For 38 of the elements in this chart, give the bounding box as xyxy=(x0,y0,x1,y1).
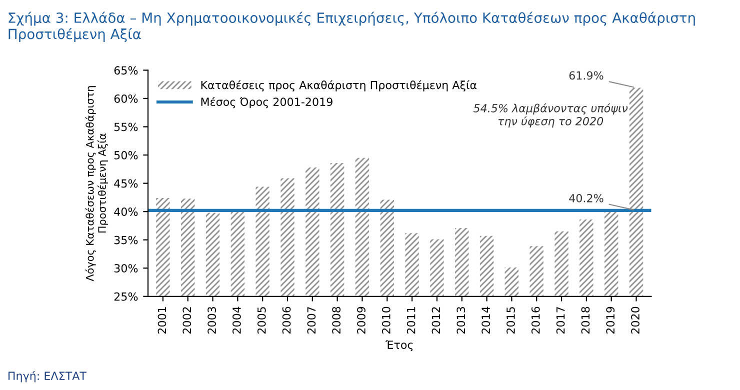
x-tick-label: 2007 xyxy=(307,307,316,334)
x-tick-label: 2019 xyxy=(606,306,615,334)
legend-label: Καταθέσεις προς Ακαθάριστη Προστιθέμενη Αξία xyxy=(201,80,477,92)
x-tick-label: 2001 xyxy=(158,307,166,334)
y-tick-label: 50% xyxy=(114,151,138,160)
annotation: 61.9% xyxy=(569,71,604,80)
y-tick-label: 65% xyxy=(114,66,138,75)
y-tick-label: 30% xyxy=(114,264,138,273)
y-tick-label: 40% xyxy=(114,208,138,216)
annotation: 54.5% λαμβάνοντας υπόψιν την ύφεση το 2020 xyxy=(473,103,628,128)
x-tick-label: 2018 xyxy=(581,306,590,334)
y-tick-label: 35% xyxy=(114,236,138,244)
x-tick-label: 2016 xyxy=(531,306,540,334)
x-tick-label: 2009 xyxy=(357,306,366,334)
x-tick-label: 2008 xyxy=(332,306,341,334)
x-tick-label: 2005 xyxy=(257,307,266,334)
chart-title: Σχήμα 3: Ελλάδα – Μη Χρηματοοικονομικές Επιχειρήσεις, Υπόλοιπο Καταθέσεων προς Ακαθάριστη Προστιθέμενη Αξία xyxy=(8,12,695,42)
x-tick-label: 2014 xyxy=(482,306,490,334)
legend-label: Μέσος Όρος 2001-2019 xyxy=(201,96,332,108)
x-tick-label: 2002 xyxy=(182,307,192,334)
x-tick-label: 2010 xyxy=(382,306,390,334)
y-tick-label: 55% xyxy=(114,122,138,132)
x-tick-label: 2020 xyxy=(631,306,640,334)
x-tick-label: 2006 xyxy=(282,306,291,334)
x-tick-label: 2015 xyxy=(506,307,515,334)
annotation: 40.2% xyxy=(569,194,604,202)
x-tick-label: 2003 xyxy=(208,307,216,334)
x-tick-label: 2011 xyxy=(406,307,416,334)
x-axis-title: Έτος xyxy=(385,340,413,352)
x-tick-label: 2013 xyxy=(456,307,466,334)
y-tick-label: 45% xyxy=(114,179,138,188)
x-tick-label: 2017 xyxy=(556,307,565,334)
y-axis-title: Λόγος Καταθέσεων προς Ακαθάριστη Προστιθέμενη Αξία xyxy=(85,86,108,282)
y-tick-label: 60% xyxy=(114,94,138,103)
x-tick-label: 2004 xyxy=(232,306,241,334)
text: Πηγή: ΕΛΣΤΑΤ xyxy=(8,371,87,382)
x-tick-label: 2012 xyxy=(432,307,440,334)
y-tick-label: 25% xyxy=(114,292,138,301)
